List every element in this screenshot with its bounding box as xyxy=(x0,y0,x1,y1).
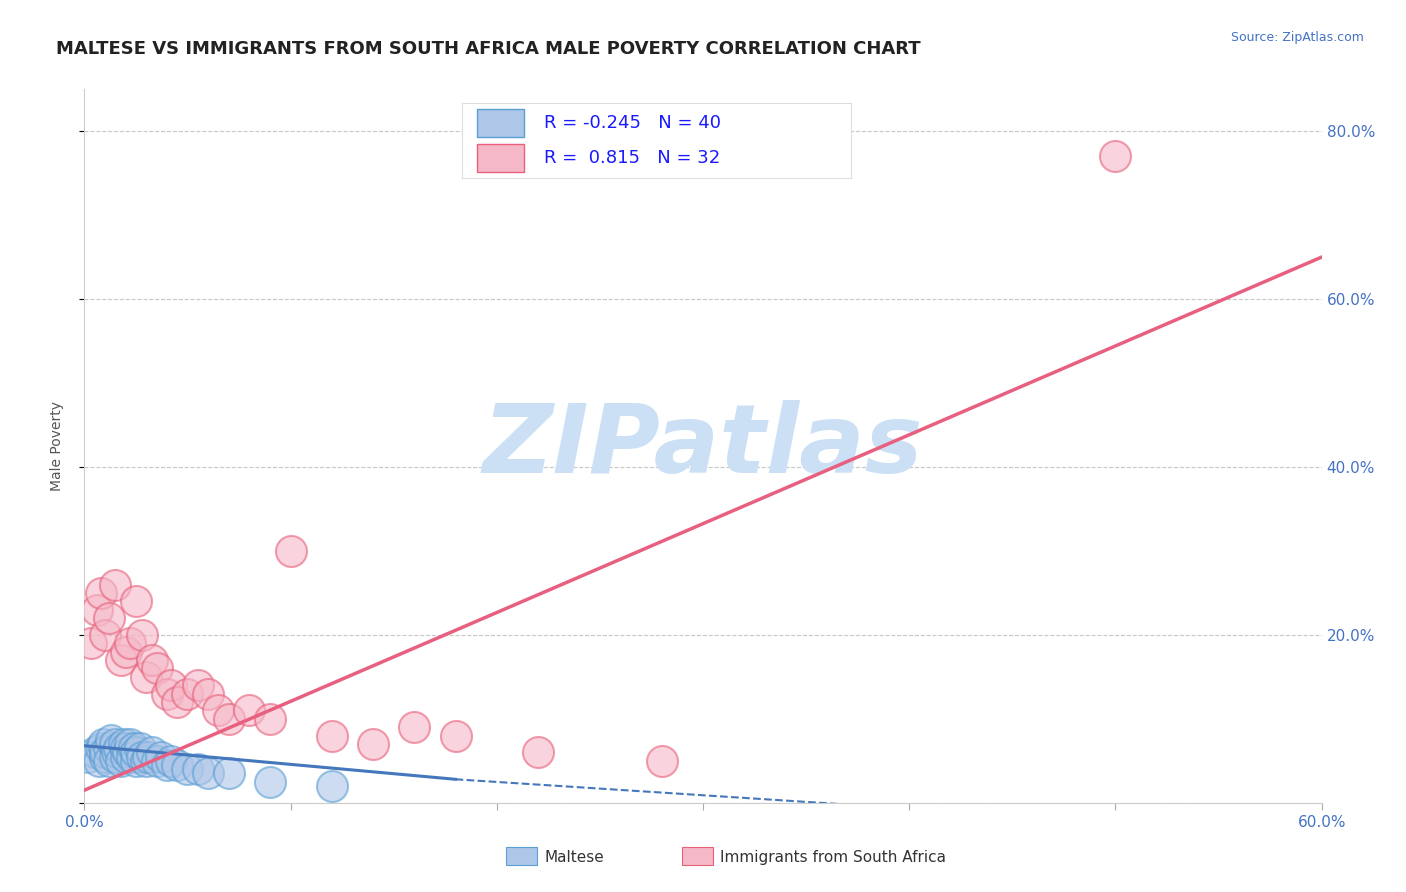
Point xyxy=(259,774,281,789)
Point xyxy=(129,741,152,756)
Point xyxy=(114,749,136,764)
Point xyxy=(145,754,167,768)
Point xyxy=(321,729,343,743)
Point xyxy=(160,678,183,692)
Point xyxy=(90,586,112,600)
Point xyxy=(136,749,159,764)
Point xyxy=(114,645,136,659)
Point xyxy=(94,749,117,764)
Point xyxy=(527,746,550,760)
Point xyxy=(160,754,183,768)
Point xyxy=(77,749,100,764)
Point xyxy=(94,628,117,642)
Point xyxy=(135,670,157,684)
Point xyxy=(110,653,132,667)
Point xyxy=(110,754,132,768)
Point xyxy=(94,746,117,760)
Point xyxy=(79,636,101,650)
Point xyxy=(118,636,141,650)
Point xyxy=(361,737,384,751)
Point xyxy=(125,754,148,768)
Point xyxy=(131,749,153,764)
Point xyxy=(207,703,229,717)
Point xyxy=(108,741,131,756)
Point xyxy=(121,749,143,764)
Point xyxy=(135,754,157,768)
Point xyxy=(125,746,148,760)
Text: ZIPatlas: ZIPatlas xyxy=(482,400,924,492)
Point xyxy=(321,779,343,793)
Point xyxy=(187,762,209,776)
Point xyxy=(122,741,145,756)
Point xyxy=(187,678,209,692)
Point xyxy=(280,544,302,558)
Point xyxy=(98,754,121,768)
Point xyxy=(118,737,141,751)
Point xyxy=(125,594,148,608)
Point xyxy=(98,611,121,625)
Y-axis label: Male Poverty: Male Poverty xyxy=(49,401,63,491)
Point xyxy=(104,749,127,764)
Text: Maltese: Maltese xyxy=(544,850,603,864)
Point xyxy=(218,712,240,726)
Point xyxy=(197,766,219,780)
Point xyxy=(104,737,127,751)
Point xyxy=(98,741,121,756)
Point xyxy=(404,720,426,734)
Point xyxy=(156,758,179,772)
Point xyxy=(141,653,163,667)
Point xyxy=(197,687,219,701)
Text: Immigrants from South Africa: Immigrants from South Africa xyxy=(720,850,946,864)
Point xyxy=(104,577,127,591)
Point xyxy=(91,737,114,751)
Point xyxy=(145,661,167,675)
Point xyxy=(86,603,108,617)
Point xyxy=(156,687,179,701)
Text: MALTESE VS IMMIGRANTS FROM SOUTH AFRICA MALE POVERTY CORRELATION CHART: MALTESE VS IMMIGRANTS FROM SOUTH AFRICA … xyxy=(56,40,921,58)
Point xyxy=(1104,149,1126,163)
Point xyxy=(259,712,281,726)
Point xyxy=(90,741,112,756)
Point xyxy=(166,695,188,709)
Point xyxy=(100,732,122,747)
Point xyxy=(117,746,139,760)
Point xyxy=(444,729,467,743)
Point xyxy=(651,754,673,768)
Point xyxy=(87,754,110,768)
Text: Source: ZipAtlas.com: Source: ZipAtlas.com xyxy=(1230,31,1364,45)
Point xyxy=(114,741,136,756)
Point xyxy=(166,758,188,772)
Point xyxy=(105,746,128,760)
Point xyxy=(131,628,153,642)
Point xyxy=(176,762,198,776)
Point xyxy=(149,749,172,764)
Point xyxy=(176,687,198,701)
Point xyxy=(141,746,163,760)
Point xyxy=(238,703,260,717)
Point xyxy=(83,746,105,760)
Point xyxy=(112,737,135,751)
Point xyxy=(218,766,240,780)
